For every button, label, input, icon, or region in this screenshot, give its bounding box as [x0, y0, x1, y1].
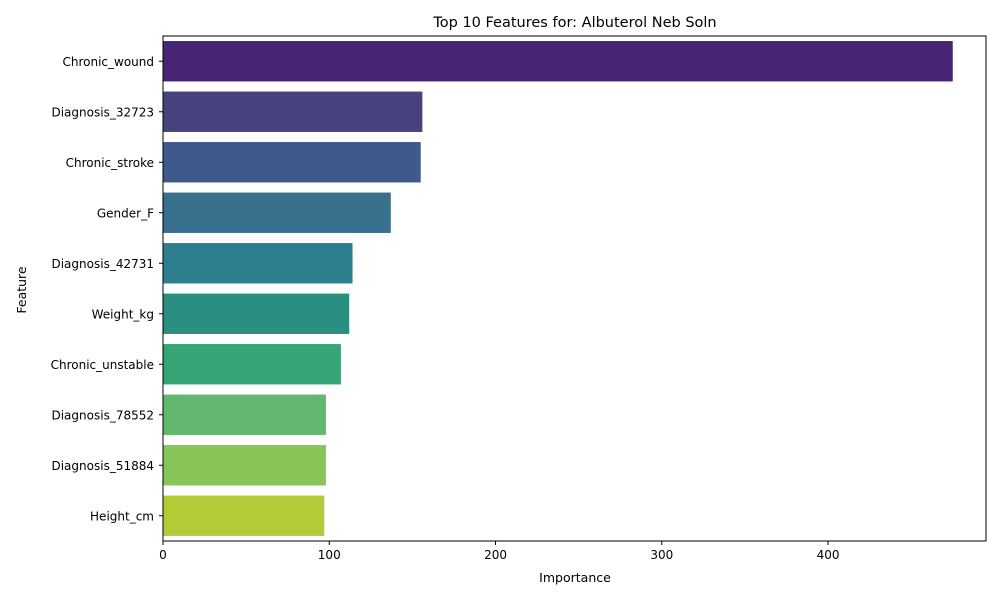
x-tick-label: 300 [650, 548, 673, 562]
y-tick-label: Diagnosis_51884 [51, 459, 154, 473]
bar-diagnosis-78552 [163, 394, 326, 435]
bar-chronic-unstable [163, 344, 341, 385]
y-tick-label: Chronic_unstable [51, 358, 154, 372]
x-tick-label: 400 [817, 548, 840, 562]
bar-weight-kg [163, 293, 350, 334]
bar-chronic-wound [163, 41, 953, 82]
x-tick-label: 100 [318, 548, 341, 562]
bar-chronic-stroke [163, 142, 421, 183]
y-tick-label: Chronic_stroke [66, 156, 154, 170]
x-axis-label: Importance [539, 570, 611, 585]
x-tick-label: 200 [484, 548, 507, 562]
bar-diagnosis-32723 [163, 91, 423, 132]
y-tick-label: Diagnosis_42731 [51, 257, 154, 271]
bar-height-cm [163, 495, 325, 536]
bar-diagnosis-42731 [163, 243, 353, 284]
x-tick-label: 0 [159, 548, 167, 562]
y-tick-label: Height_cm [90, 509, 154, 523]
y-tick-label: Gender_F [97, 206, 154, 220]
y-tick-labels: Chronic_wound Diagnosis_32723 Chronic_stro… [51, 55, 163, 523]
x-ticks: 0 100 200 300 400 [159, 541, 840, 562]
y-axis-label: Feature [14, 266, 29, 314]
bars-group [163, 41, 953, 536]
y-tick-label: Weight_kg [92, 307, 154, 321]
y-tick-label: Diagnosis_78552 [51, 408, 154, 422]
bar-diagnosis-51884 [163, 445, 326, 486]
y-tick-label: Diagnosis_32723 [51, 105, 154, 119]
chart-title: Top 10 Features for: Albuterol Neb Soln [432, 15, 716, 31]
plot-frame [162, 35, 987, 542]
bar-gender-f [163, 192, 391, 233]
y-tick-label: Chronic_wound [62, 55, 154, 69]
